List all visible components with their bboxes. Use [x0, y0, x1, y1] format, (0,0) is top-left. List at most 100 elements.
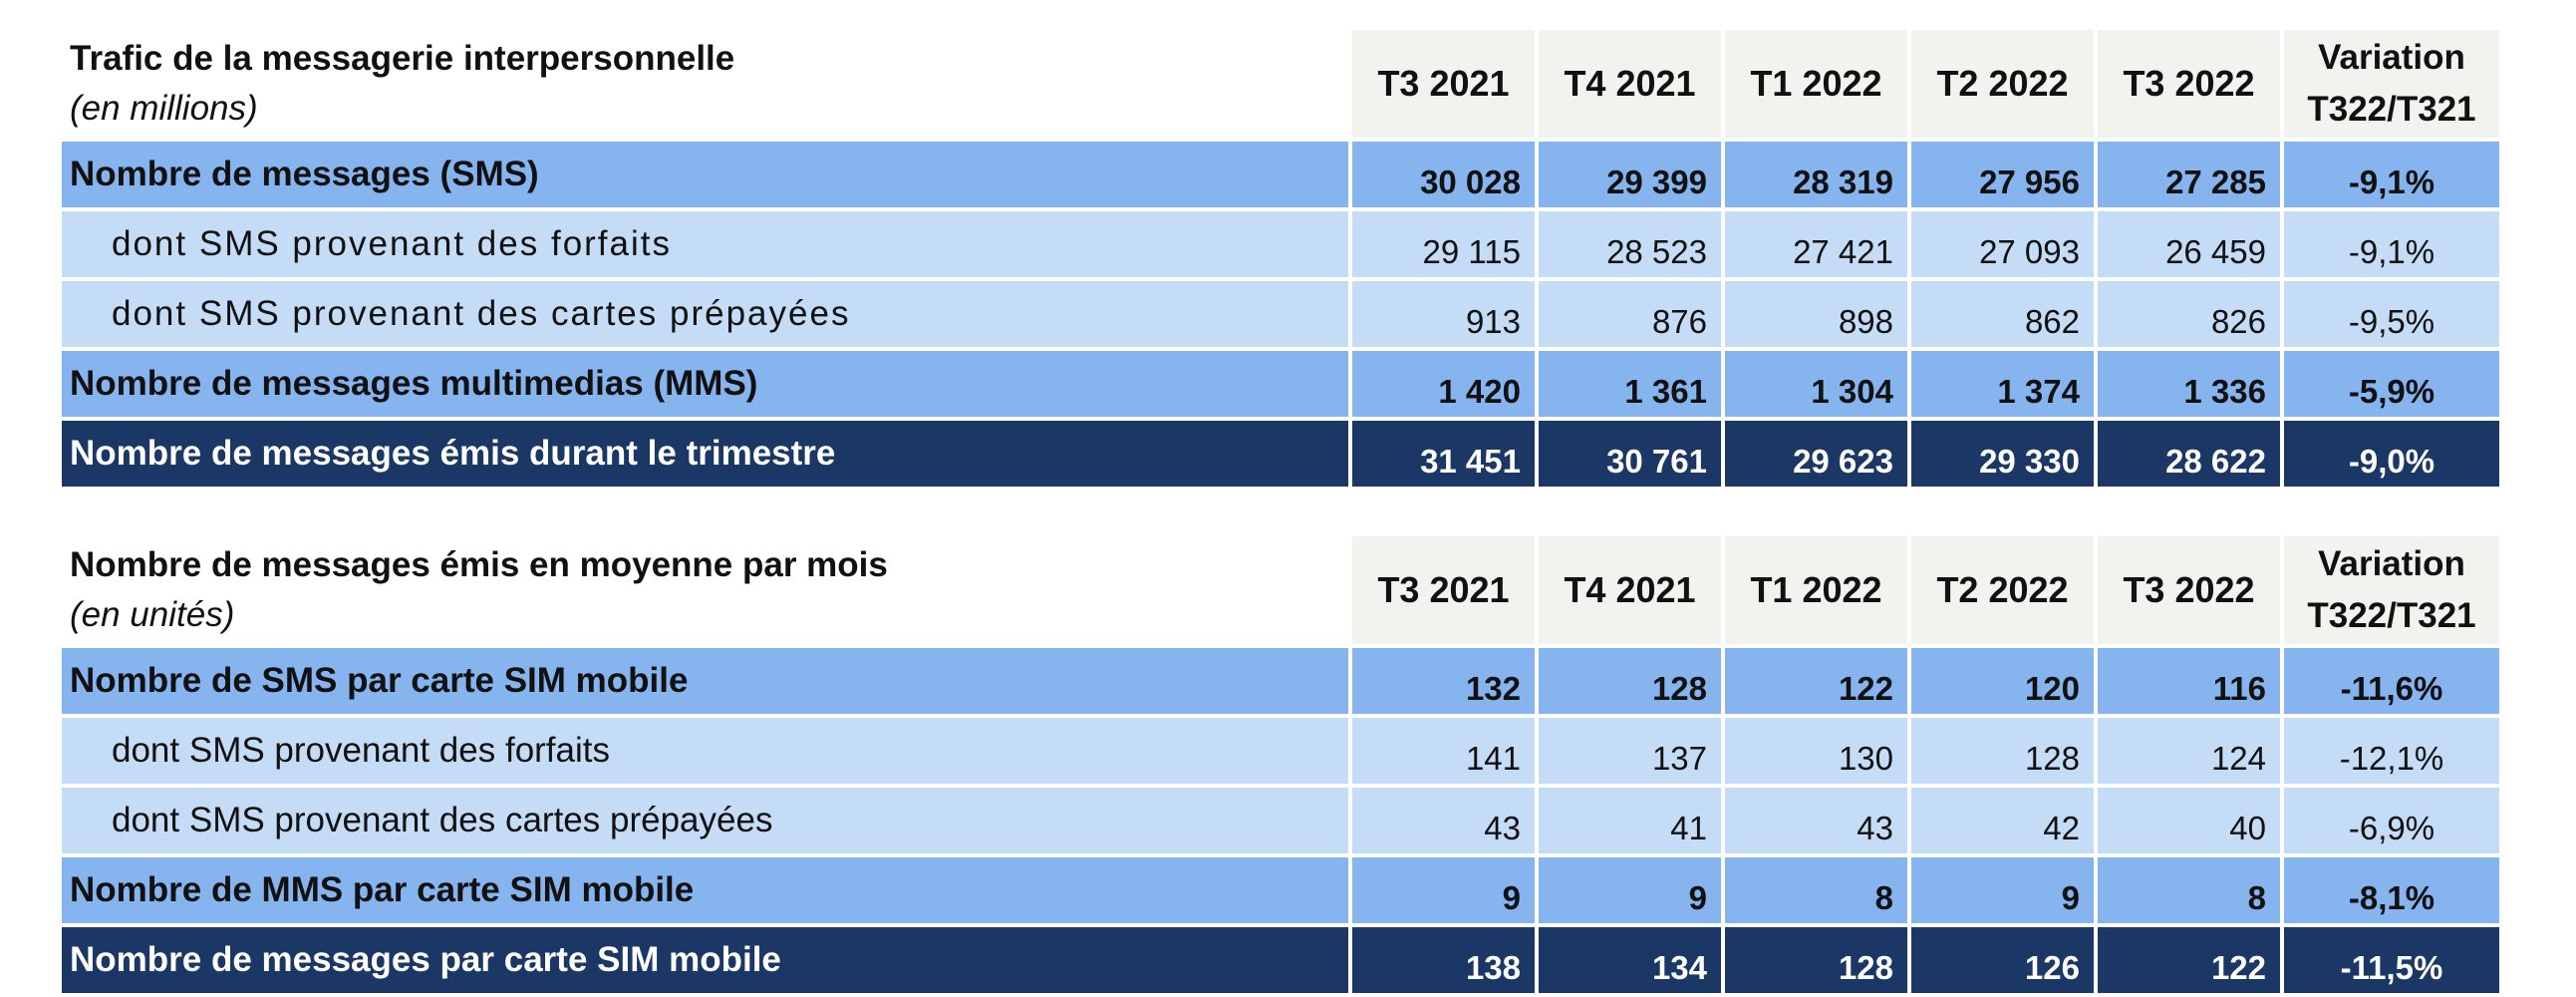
- cell-value: 1 420: [1352, 351, 1539, 421]
- cell-value: 1 361: [1539, 351, 1725, 421]
- row-label: Nombre de messages par carte SIM mobile: [62, 927, 1352, 997]
- variation-header-line1: Variation: [2318, 544, 2465, 583]
- cell-value: 898: [1725, 281, 1911, 351]
- table-header: Nombre de messages émis en moyenne par m…: [62, 536, 2503, 648]
- row-label: dont SMS provenant des forfaits: [62, 211, 1352, 281]
- cell-value: 826: [2098, 281, 2284, 351]
- cell-value: 43: [1725, 788, 1911, 857]
- cell-value: 137: [1539, 718, 1725, 788]
- cell-value: 8: [2098, 857, 2284, 927]
- column-header: T1 2022: [1725, 30, 1911, 142]
- cell-value: 1 304: [1725, 351, 1911, 421]
- row-label: Nombre de SMS par carte SIM mobile: [62, 648, 1352, 718]
- cell-value: 27 093: [1911, 211, 2098, 281]
- cell-variation: -11,6%: [2284, 648, 2503, 718]
- cell-value: 31 451: [1352, 421, 1539, 491]
- cell-value: 27 956: [1911, 142, 2098, 211]
- cell-value: 116: [2098, 648, 2284, 718]
- table-header: Trafic de la messagerie interpersonnelle…: [62, 30, 2503, 142]
- table-row: dont SMS provenant des forfaits 29 115 2…: [62, 211, 2503, 281]
- variation-header: Variation T322/T321: [2284, 536, 2503, 648]
- cell-value: 128: [1539, 648, 1725, 718]
- table-row: dont SMS provenant des cartes prépayées …: [62, 788, 2503, 857]
- cell-variation: -11,5%: [2284, 927, 2503, 997]
- cell-value: 29 399: [1539, 142, 1725, 211]
- cell-value: 29 330: [1911, 421, 2098, 491]
- cell-value: 141: [1352, 718, 1539, 788]
- column-header: T1 2022: [1725, 536, 1911, 648]
- cell-value: 30 028: [1352, 142, 1539, 211]
- table-title: Trafic de la messagerie interpersonnelle: [70, 39, 735, 78]
- row-label: dont SMS provenant des cartes prépayées: [62, 281, 1352, 351]
- cell-value: 122: [1725, 648, 1911, 718]
- table-unit: (en millions): [70, 89, 258, 128]
- variation-header: Variation T322/T321: [2284, 30, 2503, 142]
- cell-value: 1 336: [2098, 351, 2284, 421]
- row-label: Nombre de messages (SMS): [62, 142, 1352, 211]
- column-header: T3 2022: [2098, 536, 2284, 648]
- cell-value: 26 459: [2098, 211, 2284, 281]
- column-header: T3 2022: [2098, 30, 2284, 142]
- average-per-month-table: Nombre de messages émis en moyenne par m…: [62, 536, 2503, 997]
- column-header: T2 2022: [1911, 30, 2098, 142]
- variation-header-line2: T322/T321: [2307, 90, 2476, 129]
- table-title-cell: Nombre de messages émis en moyenne par m…: [62, 536, 1352, 648]
- cell-value: 126: [1911, 927, 2098, 997]
- cell-value: 9: [1911, 857, 2098, 927]
- table-title: Nombre de messages émis en moyenne par m…: [70, 545, 888, 584]
- cell-value: 122: [2098, 927, 2284, 997]
- cell-value: 28 622: [2098, 421, 2284, 491]
- table-total-row: Nombre de messages émis durant le trimes…: [62, 421, 2503, 491]
- cell-value: 29 115: [1352, 211, 1539, 281]
- cell-variation: -9,5%: [2284, 281, 2503, 351]
- column-header: T3 2021: [1352, 536, 1539, 648]
- cell-variation: -9,1%: [2284, 211, 2503, 281]
- cell-value: 42: [1911, 788, 2098, 857]
- table-row: Nombre de messages (SMS) 30 028 29 399 2…: [62, 142, 2503, 211]
- cell-value: 1 374: [1911, 351, 2098, 421]
- cell-value: 40: [2098, 788, 2284, 857]
- row-label: dont SMS provenant des forfaits: [62, 718, 1352, 788]
- cell-value: 876: [1539, 281, 1725, 351]
- cell-value: 130: [1725, 718, 1911, 788]
- table-row: dont SMS provenant des forfaits 141 137 …: [62, 718, 2503, 788]
- column-header: T4 2021: [1539, 536, 1725, 648]
- cell-value: 28 319: [1725, 142, 1911, 211]
- column-header: T3 2021: [1352, 30, 1539, 142]
- traffic-table: Trafic de la messagerie interpersonnelle…: [62, 30, 2503, 491]
- cell-value: 9: [1539, 857, 1725, 927]
- table-row: Nombre de MMS par carte SIM mobile 9 9 8…: [62, 857, 2503, 927]
- cell-value: 138: [1352, 927, 1539, 997]
- cell-value: 8: [1725, 857, 1911, 927]
- cell-value: 28 523: [1539, 211, 1725, 281]
- cell-variation: -9,0%: [2284, 421, 2503, 491]
- column-header: T2 2022: [1911, 536, 2098, 648]
- cell-value: 27 285: [2098, 142, 2284, 211]
- cell-value: 41: [1539, 788, 1725, 857]
- cell-value: 134: [1539, 927, 1725, 997]
- column-header: T4 2021: [1539, 30, 1725, 142]
- variation-header-line2: T322/T321: [2307, 596, 2476, 635]
- cell-variation: -6,9%: [2284, 788, 2503, 857]
- cell-value: 124: [2098, 718, 2284, 788]
- table-total-row: Nombre de messages par carte SIM mobile …: [62, 927, 2503, 997]
- table-row: Nombre de messages multimedias (MMS) 1 4…: [62, 351, 2503, 421]
- cell-value: 27 421: [1725, 211, 1911, 281]
- row-label: Nombre de messages émis durant le trimes…: [62, 421, 1352, 491]
- cell-value: 128: [1911, 718, 2098, 788]
- cell-value: 862: [1911, 281, 2098, 351]
- row-label: dont SMS provenant des cartes prépayées: [62, 788, 1352, 857]
- cell-variation: -8,1%: [2284, 857, 2503, 927]
- cell-value: 128: [1725, 927, 1911, 997]
- cell-variation: -9,1%: [2284, 142, 2503, 211]
- cell-value: 29 623: [1725, 421, 1911, 491]
- row-label: Nombre de messages multimedias (MMS): [62, 351, 1352, 421]
- table-title-cell: Trafic de la messagerie interpersonnelle…: [62, 30, 1352, 142]
- table-row: dont SMS provenant des cartes prépayées …: [62, 281, 2503, 351]
- cell-value: 120: [1911, 648, 2098, 718]
- cell-value: 913: [1352, 281, 1539, 351]
- cell-value: 132: [1352, 648, 1539, 718]
- cell-variation: -12,1%: [2284, 718, 2503, 788]
- cell-value: 43: [1352, 788, 1539, 857]
- table-row: Nombre de SMS par carte SIM mobile 132 1…: [62, 648, 2503, 718]
